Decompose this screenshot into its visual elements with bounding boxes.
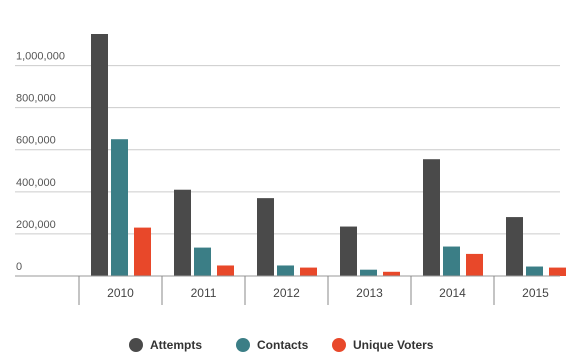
y-tick-label: 600,000: [16, 135, 56, 147]
bar-contacts-2013: [360, 269, 377, 276]
bar-attempts-2015: [506, 217, 523, 276]
legend-swatch: [236, 338, 250, 352]
y-tick-label: 200,000: [16, 219, 56, 231]
bar-contacts-2010: [111, 139, 128, 276]
y-tick-label: 0: [16, 261, 22, 273]
x-tick-label: 2015: [522, 286, 549, 300]
bar-unique-voters-2012: [300, 267, 317, 276]
legend-swatch: [129, 338, 143, 352]
legend-label: Attempts: [150, 338, 202, 352]
y-tick-label: 1,000,000: [16, 51, 65, 63]
y-tick-label: 400,000: [16, 177, 56, 189]
bar-attempts-2014: [423, 159, 440, 276]
legend-label: Contacts: [257, 338, 309, 352]
x-tick-label: 2011: [191, 286, 217, 300]
legend-label: Unique Voters: [353, 338, 434, 352]
bar-unique-voters-2015: [549, 267, 566, 276]
legend: Attempts Contacts Unique Voters: [129, 338, 434, 352]
bar-unique-voters-2010: [134, 227, 151, 276]
y-axis-labels: 0 200,000 400,000 600,000 800,000 1,000,000: [16, 51, 65, 273]
bar-contacts-2012: [277, 265, 294, 276]
x-tick-label: 2013: [356, 286, 383, 300]
x-tick-label: 2010: [107, 286, 134, 300]
x-tick-label: 2012: [273, 286, 300, 300]
bars: [91, 34, 566, 276]
bar-attempts-2012: [257, 198, 274, 276]
x-axis: 2010 2011 2012 2013 2014 2015: [15, 275, 560, 305]
x-tick-label: 2014: [439, 286, 466, 300]
bar-attempts-2011: [174, 189, 191, 276]
bar-contacts-2015: [526, 266, 543, 276]
bar-unique-voters-2014: [466, 253, 483, 276]
bar-unique-voters-2011: [217, 265, 234, 276]
bar-attempts-2010: [91, 34, 108, 276]
y-tick-label: 800,000: [16, 93, 56, 105]
bar-contacts-2011: [194, 247, 211, 276]
bar-contacts-2014: [443, 246, 460, 276]
bar-unique-voters-2013: [383, 271, 400, 276]
bar-attempts-2013: [340, 226, 357, 276]
legend-swatch: [332, 338, 346, 352]
